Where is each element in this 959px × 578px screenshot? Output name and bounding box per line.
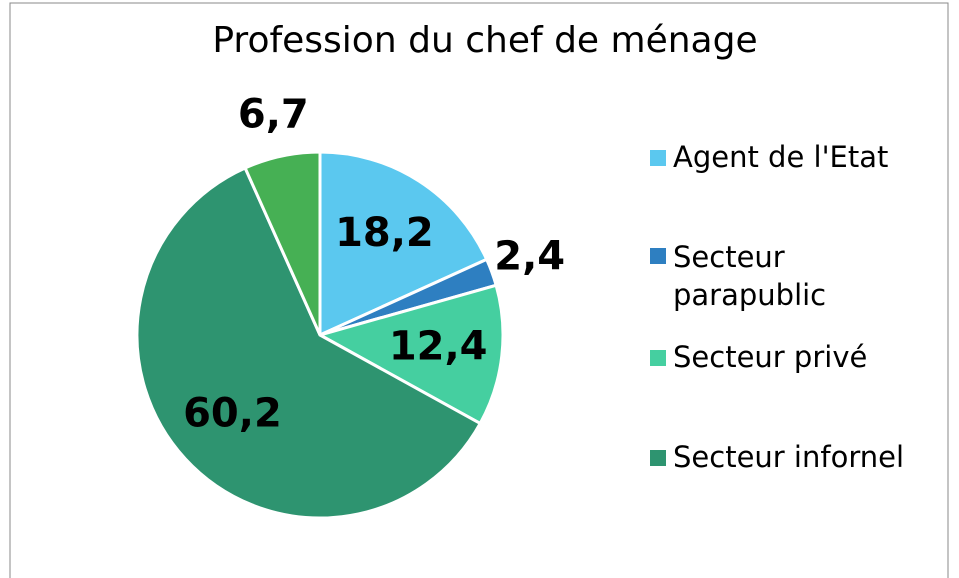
legend-label: Secteur infornel [673, 440, 905, 474]
legend-swatch [650, 450, 666, 466]
legend-label: Secteur parapublic [673, 240, 827, 312]
data-label: 18,2 [335, 210, 434, 256]
legend-swatch [650, 248, 666, 264]
legend-label: Agent de l'Etat [673, 140, 889, 174]
legend-item: Secteur parapublic [650, 238, 853, 314]
legend-item: Secteur infornel [650, 440, 904, 474]
legend-item: Secteur privé [650, 340, 867, 374]
chart-title: Profession du chef de ménage [212, 20, 757, 61]
data-label: 12,4 [389, 324, 488, 370]
pie-slice [318, 150, 489, 338]
pie-slice [316, 283, 505, 426]
legend-swatch [650, 350, 666, 366]
pie-slice [243, 150, 322, 336]
data-label: 60,2 [183, 391, 282, 437]
data-label: 6,7 [238, 92, 309, 138]
pie-slice [135, 166, 483, 520]
legend-swatch [650, 150, 666, 166]
data-label: 2,4 [494, 233, 565, 279]
legend-item: Agent de l'Etat [650, 140, 888, 174]
legend-label: Secteur privé [673, 340, 868, 374]
